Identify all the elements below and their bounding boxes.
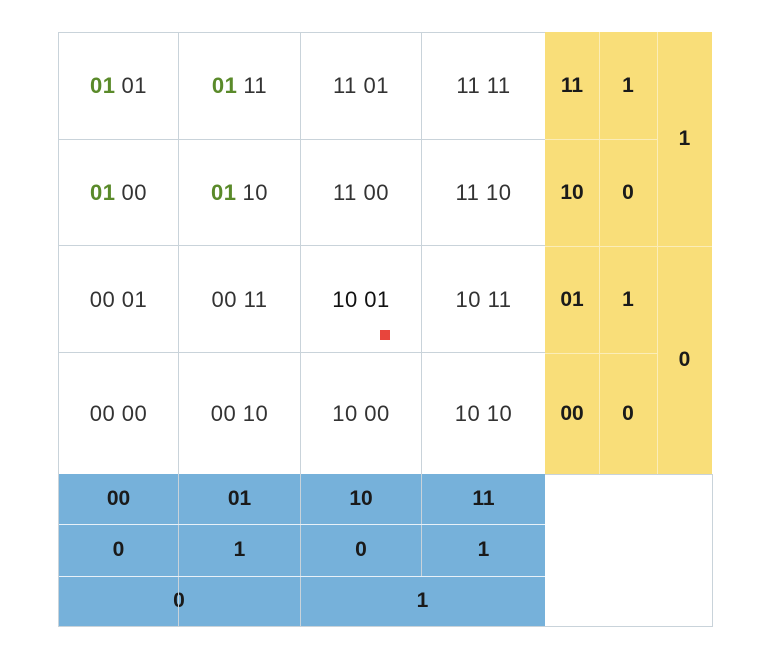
- red-marker: [380, 330, 390, 340]
- grid-cell: 00 00: [58, 353, 179, 474]
- cell-suffix: 11 11: [456, 72, 511, 98]
- cell-suffix: 11: [243, 72, 268, 98]
- grid-cell: 01 01: [58, 32, 179, 139]
- right-label-panel: [545, 32, 712, 474]
- cell-suffix: 11 10: [455, 179, 512, 205]
- bottom-bit-label: 1: [477, 538, 490, 561]
- code-grid: [58, 32, 545, 474]
- grid-cell: 11 11: [422, 32, 545, 139]
- cell-suffix: 00 01: [89, 286, 148, 312]
- cell-suffix: 11 01: [333, 72, 389, 98]
- right-group-label: 0: [678, 348, 691, 371]
- bottom-bit-label: 0: [112, 538, 125, 561]
- right-pair-label: 10: [560, 180, 584, 204]
- grid-cell: 11 01: [300, 32, 422, 139]
- right-pair-label: 00: [560, 401, 584, 425]
- cell-suffix: 10 01: [332, 286, 390, 312]
- grid-cell: 10 00: [300, 353, 422, 474]
- right-bit-label: 0: [622, 180, 634, 204]
- cell-suffix: 00: [121, 179, 147, 205]
- cell-suffix: 01: [121, 72, 147, 98]
- cell-suffix: 00 00: [89, 400, 148, 426]
- bottom-bit-label: 0: [355, 538, 367, 561]
- cell-prefix: 01: [211, 179, 237, 205]
- bottom-bit-label: 1: [233, 538, 246, 561]
- grid-cell: 01 11: [179, 32, 300, 139]
- grid-cell: 11 10: [422, 139, 545, 246]
- grid-cell: 00 10: [179, 353, 300, 474]
- bottom-group-label: 0: [173, 589, 185, 612]
- grid-cell: 00 11: [179, 246, 300, 353]
- right-pair-label: 01: [560, 287, 584, 311]
- cell-suffix: 10 10: [454, 400, 513, 426]
- right-bit-label: 1: [622, 287, 634, 311]
- right-pair-label: 11: [560, 73, 584, 97]
- bottom-label-panel: [58, 474, 545, 626]
- bottom-pair-label: 00: [106, 487, 131, 510]
- grid-cell: 10 10: [422, 353, 545, 474]
- right-bit-label: 0: [622, 401, 634, 425]
- cell-suffix: 10 11: [455, 286, 512, 312]
- cell-suffix: 11 00: [333, 179, 389, 205]
- grid-cell-selected: 10 01: [300, 246, 422, 353]
- right-bit-label: 1: [622, 73, 634, 97]
- grid-cell: 00 01: [58, 246, 179, 353]
- grid-cell: 01 10: [179, 139, 300, 246]
- grid-cell: 11 00: [300, 139, 422, 246]
- bottom-pair-label: 11: [472, 487, 495, 510]
- right-group-label: 1: [678, 127, 691, 150]
- grid-cell: 01 00: [58, 139, 179, 246]
- cell-suffix: 10: [242, 179, 268, 205]
- cell-prefix: 01: [90, 72, 116, 98]
- bottom-pair-label: 10: [349, 487, 373, 510]
- grid-cell: 10 11: [422, 246, 545, 353]
- empty-corner: [545, 474, 712, 626]
- cell-prefix: 01: [211, 72, 238, 98]
- cell-suffix: 00 10: [210, 400, 269, 426]
- bottom-pair-label: 01: [227, 487, 252, 510]
- cell-prefix: 01: [90, 179, 116, 205]
- bottom-group-label: 1: [416, 589, 429, 612]
- cell-suffix: 00 11: [211, 286, 268, 312]
- cell-suffix: 10 00: [332, 400, 390, 426]
